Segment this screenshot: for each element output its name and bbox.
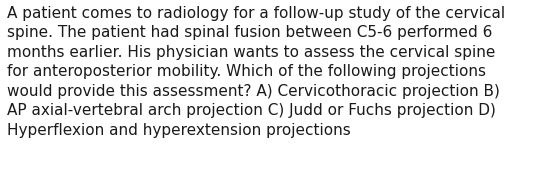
Text: A patient comes to radiology for a follow-up study of the cervical
spine. The pa: A patient comes to radiology for a follo… bbox=[7, 6, 505, 138]
